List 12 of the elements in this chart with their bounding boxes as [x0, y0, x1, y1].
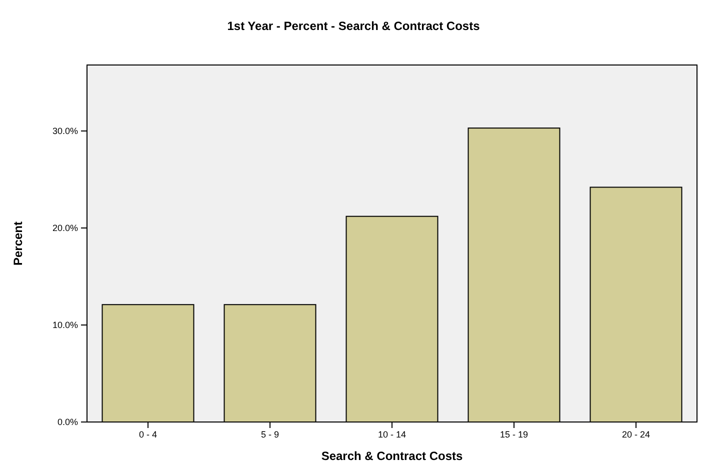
y-axis-title: Percent	[11, 221, 25, 266]
y-tick-label: 20.0%	[52, 222, 78, 233]
x-tick-label: 20 - 24	[622, 429, 650, 440]
chart-title: 1st Year - Percent - Search & Contract Costs	[227, 19, 480, 33]
x-tick-label: 0 - 4	[138, 429, 158, 440]
y-tick-label: 10.0%	[52, 320, 78, 330]
x-axis-title: Search & Contract Costs	[321, 449, 464, 463]
x-tick-label: 10 - 14	[378, 429, 406, 440]
y-tick-label: 30.0%	[52, 126, 78, 136]
x-tick-label: 5 - 9	[260, 429, 280, 440]
x-tick-label: 15 - 19	[500, 429, 528, 440]
y-tick-label: 0.0%	[57, 416, 78, 427]
